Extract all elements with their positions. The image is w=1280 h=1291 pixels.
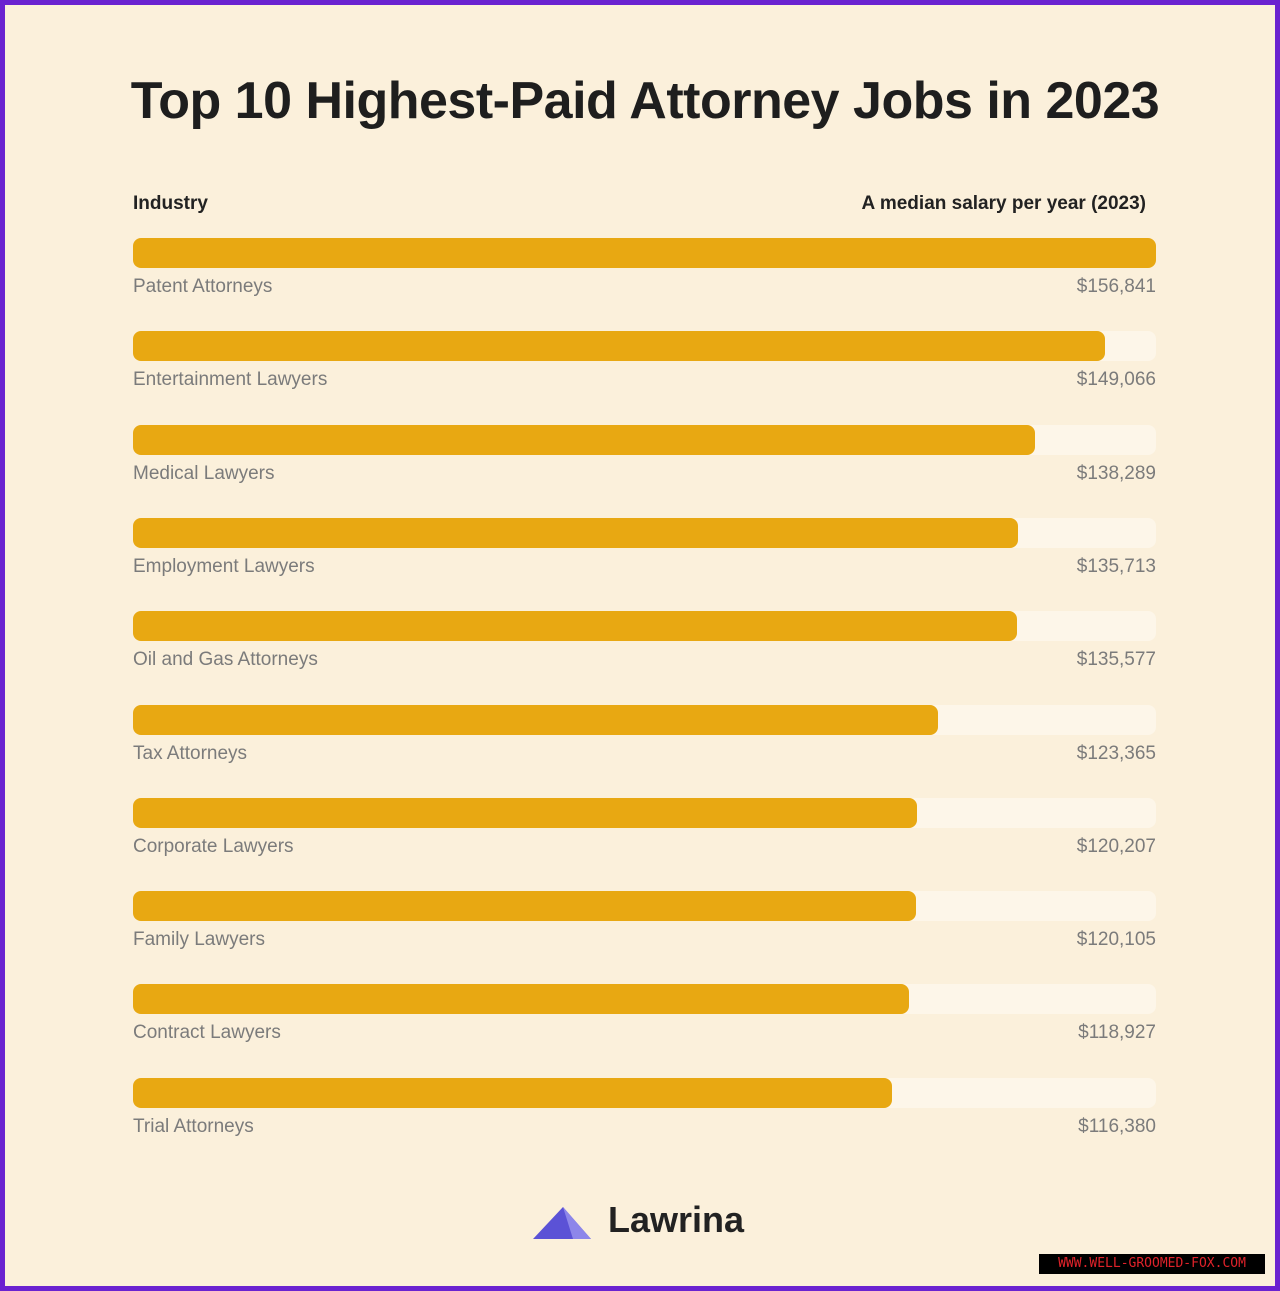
bar [133, 424, 1035, 455]
lawrina-logo: Lawrina [533, 1199, 773, 1243]
brand-name: Lawrina [608, 1199, 745, 1240]
category-label: Oil and Gas Attorneys [133, 649, 318, 671]
category-header: Industry [133, 193, 208, 214]
value-label: $135,713 [1076, 555, 1156, 577]
category-label: Medical Lawyers [133, 462, 275, 484]
value-label: $156,841 [1076, 276, 1156, 297]
lawrina-triangle-icon [533, 1207, 591, 1239]
bar [133, 331, 1106, 362]
bar-row: Patent Attorneys $156,841 [133, 238, 1156, 308]
bar-row: Employment Lawyers $135,713 [133, 517, 1156, 588]
bar-row: Family Lawyers $120,105 [133, 891, 1156, 961]
value-label: $138,289 [1076, 462, 1156, 484]
category-label: Employment Lawyers [133, 555, 315, 577]
bar [133, 704, 938, 735]
bar [133, 891, 917, 922]
bar-row: Contract Lawyers $118,927 [133, 984, 1156, 1054]
category-label: Entertainment Lawyers [133, 369, 328, 391]
bar [133, 797, 918, 828]
category-label: Family Lawyers [133, 929, 265, 951]
category-label: Trial Attorneys [133, 1115, 254, 1137]
bar-row: Tax Attorneys $123,365 [133, 704, 1156, 775]
bar [133, 1077, 893, 1108]
bar-row: Entertainment Lawyers $149,066 [133, 331, 1156, 401]
chart-title: Top 10 Highest-Paid Attorney Jobs in 202… [130, 72, 1160, 130]
value-label: $116,380 [1078, 1115, 1156, 1137]
bar [133, 611, 1018, 642]
value-label: $123,365 [1076, 742, 1156, 764]
bar [133, 517, 1019, 548]
value-label: $149,066 [1076, 369, 1156, 391]
value-label: $120,105 [1076, 929, 1156, 951]
category-label: Tax Attorneys [133, 742, 248, 764]
bar [133, 238, 1156, 268]
category-label: Corporate Lawyers [133, 835, 294, 857]
bar-row: Corporate Lawyers $120,207 [133, 797, 1156, 868]
watermark: WWW.WELL-GROOMED-FOX.COM [1039, 1254, 1265, 1274]
category-label: Patent Attorneys [133, 276, 273, 297]
value-header: A median salary per year (2023) [861, 193, 1146, 214]
bar-row: Oil and Gas Attorneys $135,577 [133, 611, 1156, 681]
bar [133, 984, 909, 1015]
bar-row: Medical Lawyers $138,289 [133, 424, 1156, 495]
value-label: $118,927 [1078, 1022, 1156, 1044]
category-label: Contract Lawyers [133, 1022, 281, 1044]
value-label: $120,207 [1076, 835, 1156, 857]
value-label: $135,577 [1076, 649, 1156, 671]
bar-row: Trial Attorneys $116,380 [133, 1077, 1156, 1148]
